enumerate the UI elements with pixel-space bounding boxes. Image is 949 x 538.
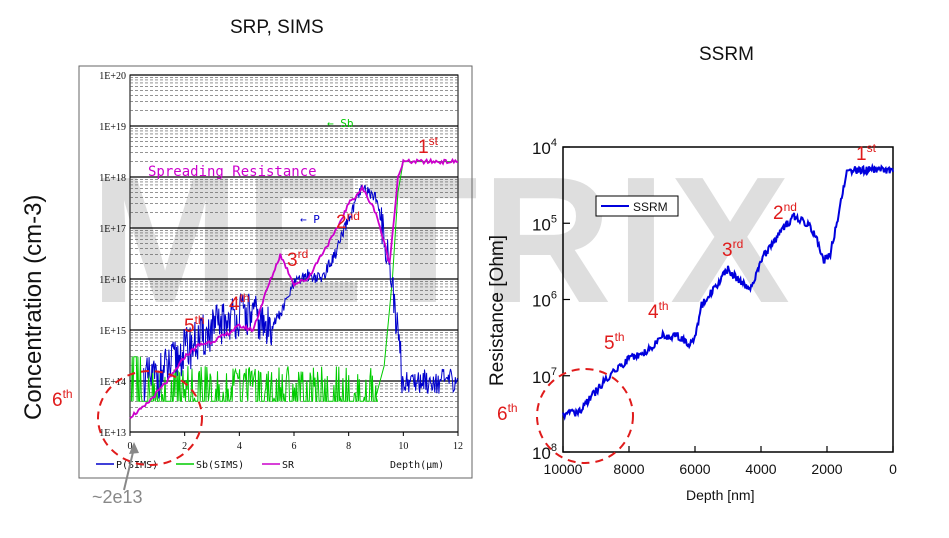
right-x-tick-label: 0 [889,461,897,477]
left-y-tick-label: 1E+19 [99,122,126,133]
left-legend: P(SIMS) Sb(SIMS) SR [96,460,295,471]
right-annot-1st: 1st [856,141,877,165]
right-series [562,162,894,421]
p-label: ← P [300,213,320,226]
left-annot-3rd: 3rd [287,247,308,271]
left-x-tick-label: 10 [398,441,408,452]
left-series [129,157,459,420]
left-chart-frame [78,65,473,479]
right-y-tick-label: 106 [532,290,557,311]
left-chart-title: SRP, SIMS [230,17,324,38]
sb-sims-line [130,161,458,402]
right-sixth-circle [536,368,634,464]
right-x-tick-label: 10000 [544,461,583,477]
left-x-tick-label: 12 [453,441,463,452]
left-x-tick-label: 6 [292,441,297,452]
left-y-tick-label: 1E+15 [99,326,126,337]
right-x-axis-label: Depth [nm] [686,487,754,503]
legend-sr-label: SR [282,460,295,471]
legend-sb-label: Sb(SIMS) [196,460,244,471]
right-y-tick-label: 105 [532,213,557,234]
left-y-tick-label: 1E+20 [99,71,126,82]
sb-label: ← Sb [327,117,354,130]
right-annot-3rd: 3rd [722,237,743,261]
legend-ssrm-label: SSRM [633,200,668,214]
right-y-tick-label: 108 [532,442,557,463]
left-y-tick-label: 1E+18 [99,173,126,184]
right-y-ticks: 104 105 106 107 108 [532,137,570,463]
right-x-tick-label: 2000 [811,461,842,477]
left-x-tick-label: 4 [237,441,242,452]
left-x-axis-label: Depth(μm) [390,460,444,471]
ssrm-line [562,162,894,421]
left-y-tick-label: 1E+16 [99,275,126,286]
left-y-ticks: 1E+13 1E+14 1E+15 1E+16 1E+17 1E+18 1E+19 1E+20 [99,71,126,439]
sr-line [129,157,459,420]
left-y-tick-label: 1E+13 [99,428,126,439]
left-y-tick-label: 1E+14 [99,377,126,388]
left-annot-6th: 6th [52,387,73,411]
right-x-tick-label: 6000 [679,461,710,477]
left-sixth-circle [97,370,203,466]
left-x-ticks: 0 2 4 6 8 10 12 [128,432,463,452]
watermark: METRIX [90,140,794,341]
left-x-tick-label: 0 [128,441,133,452]
right-y-tick-label: 104 [532,137,557,158]
right-chart-title: SSRM [699,44,754,65]
right-legend: SSRM [595,195,679,217]
right-y-axis-label: Resistance [Ohm] [487,235,508,386]
left-annot-5th: 5th [184,313,205,337]
spreading-resistance-label: Spreading Resistance [148,164,317,180]
callout-label: ~2e13 [92,487,143,507]
legend-p-label: P(SIMS) [116,460,158,471]
left-y-tick-label: 1E+17 [99,224,126,235]
left-annot-1st: 1st [418,134,439,158]
right-x-tick-label: 4000 [745,461,776,477]
right-legend-box [595,195,679,217]
left-x-tick-label: 8 [346,441,351,452]
right-annot-2nd: 2nd [773,200,797,224]
right-x-ticks: 10000 8000 6000 4000 2000 0 [544,446,897,477]
right-annot-6th: 6th [497,401,518,425]
callout-arrow [123,447,135,491]
callout-arrowhead [129,442,139,454]
right-annot-4th: 4th [648,299,669,323]
left-y-axis-label: Concentration (cm-3) [20,195,47,420]
left-annot-2nd: 2nd [336,209,360,233]
right-x-tick-label: 8000 [613,461,644,477]
left-annot-4th: 4th [229,291,250,315]
right-annot-5th: 5th [604,330,625,354]
right-y-tick-label: 107 [532,366,557,387]
left-x-tick-label: 2 [182,441,187,452]
